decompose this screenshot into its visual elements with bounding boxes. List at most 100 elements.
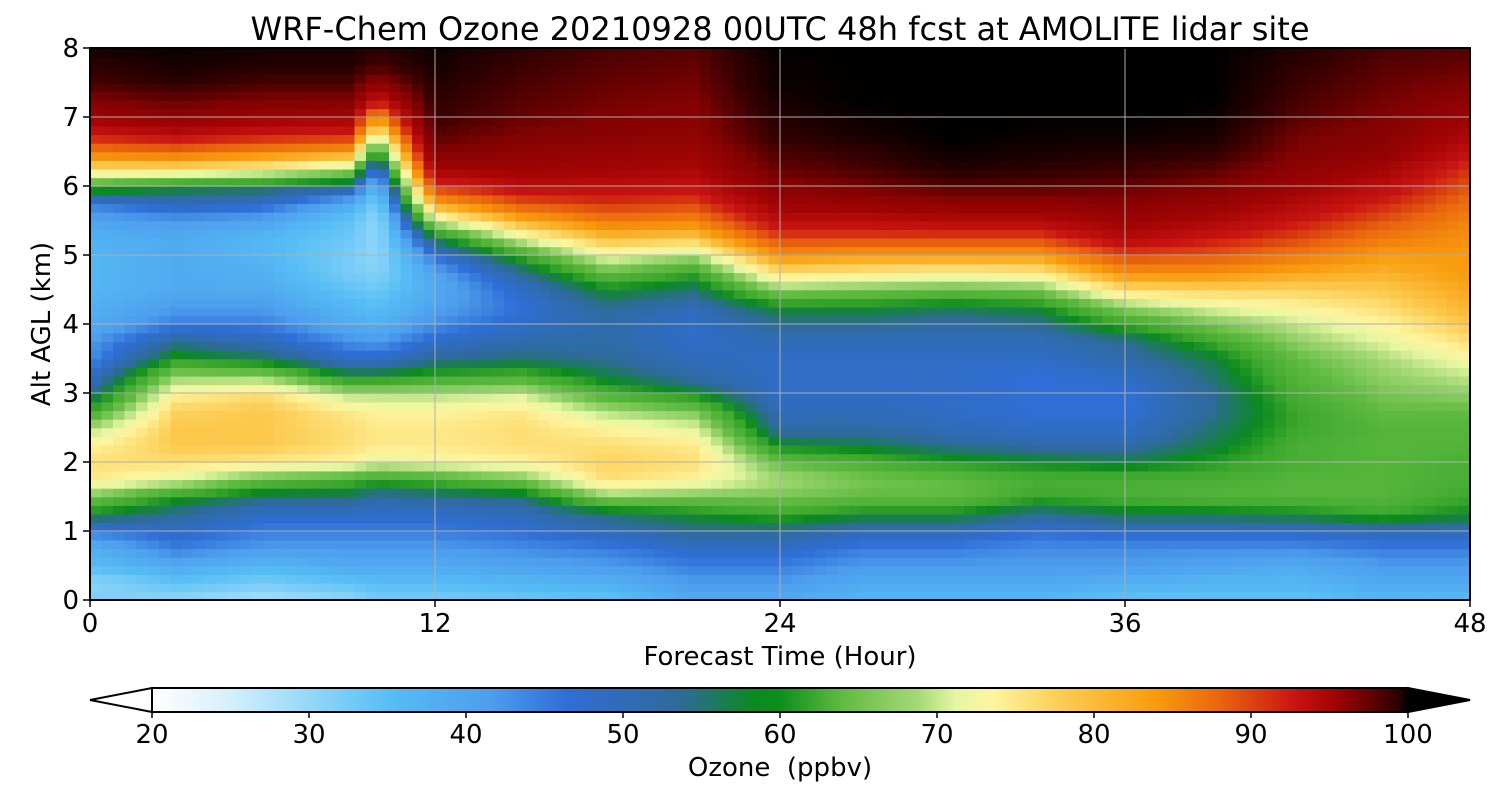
heatmap-cell — [941, 462, 954, 472]
heatmap-cell — [964, 142, 977, 153]
heatmap-cell — [124, 513, 137, 524]
heatmap-cell — [297, 427, 310, 437]
heatmap-cell — [952, 591, 965, 600]
heatmap-cell — [895, 246, 908, 256]
heatmap-cell — [308, 556, 321, 567]
heatmap-cell — [757, 263, 770, 274]
heatmap-cell — [492, 548, 505, 558]
heatmap-cell — [768, 522, 781, 532]
heatmap-cell — [653, 203, 666, 213]
heatmap-cell — [193, 125, 206, 136]
heatmap-cell — [584, 246, 597, 256]
heatmap-cell — [550, 401, 563, 412]
heatmap-cell — [193, 73, 206, 84]
heatmap-cell — [412, 548, 425, 558]
heatmap-cell — [584, 358, 597, 368]
heatmap-cell — [964, 237, 977, 248]
heatmap-cell — [366, 108, 379, 118]
heatmap-cell — [515, 367, 528, 377]
heatmap-cell — [458, 186, 471, 196]
heatmap-cell — [642, 108, 655, 118]
heatmap-cell — [964, 496, 977, 506]
heatmap-cell — [895, 177, 908, 187]
heatmap-cell — [860, 73, 873, 84]
heatmap-cell — [952, 177, 965, 187]
heatmap-cell — [308, 142, 321, 153]
heatmap-cell — [320, 410, 333, 420]
heatmap-cell — [124, 65, 137, 75]
heatmap-cell — [101, 220, 114, 230]
heatmap-cell — [573, 393, 586, 403]
heatmap-cell — [630, 229, 643, 239]
heatmap-cell — [492, 436, 505, 446]
heatmap-cell — [90, 237, 103, 248]
heatmap-cell — [906, 496, 919, 506]
heatmap-cell — [492, 505, 505, 515]
heatmap-cell — [389, 73, 402, 84]
heatmap-cell — [136, 255, 149, 265]
heatmap-cell — [768, 384, 781, 394]
heatmap-cell — [366, 487, 379, 498]
heatmap-cell — [492, 393, 505, 403]
heatmap-cell — [228, 315, 241, 325]
heatmap-cell — [929, 453, 942, 463]
heatmap-cell — [883, 82, 896, 92]
heatmap-cell — [883, 539, 896, 550]
heatmap-cell — [527, 505, 540, 515]
heatmap-cell — [711, 65, 724, 75]
heatmap-cell — [101, 401, 114, 412]
heatmap-cell — [354, 315, 367, 325]
heatmap-cell — [607, 168, 620, 179]
heatmap-cell — [596, 324, 609, 334]
heatmap-cell — [101, 246, 114, 256]
heatmap-cell — [354, 453, 367, 463]
heatmap-cell — [366, 539, 379, 550]
heatmap-cell — [435, 332, 448, 343]
heatmap-cell — [182, 548, 195, 558]
heatmap-cell — [699, 48, 712, 58]
heatmap-cell — [481, 298, 494, 308]
heatmap-cell — [412, 324, 425, 334]
heatmap-cell — [826, 531, 839, 541]
heatmap-cell — [320, 479, 333, 489]
heatmap-cell — [343, 453, 356, 463]
heatmap-cell — [550, 272, 563, 282]
heatmap-cell — [492, 99, 505, 110]
heatmap-cell — [159, 99, 172, 110]
heatmap-cell — [389, 177, 402, 187]
heatmap-cell — [929, 306, 942, 317]
heatmap-cell — [619, 125, 632, 136]
heatmap-cell — [331, 462, 344, 472]
heatmap-cell — [193, 108, 206, 118]
heatmap-cell — [837, 168, 850, 179]
heatmap-cell — [216, 125, 229, 136]
heatmap-cell — [745, 324, 758, 334]
heatmap-cell — [975, 263, 988, 274]
heatmap-cell — [239, 298, 252, 308]
heatmap-cell — [469, 117, 482, 127]
heatmap-cell — [860, 401, 873, 412]
heatmap-cell — [814, 56, 827, 67]
heatmap-cell — [504, 272, 517, 282]
heatmap-cell — [170, 73, 183, 84]
heatmap-cell — [860, 505, 873, 515]
heatmap-cell — [412, 211, 425, 222]
heatmap-cell — [607, 108, 620, 118]
heatmap-cell — [101, 479, 114, 489]
heatmap-cell — [423, 332, 436, 343]
heatmap-cell — [722, 418, 735, 429]
heatmap-cell — [182, 522, 195, 532]
heatmap-cell — [297, 384, 310, 394]
heatmap-cell — [929, 246, 942, 256]
heatmap-cell — [515, 548, 528, 558]
heatmap-cell — [964, 401, 977, 412]
heatmap-cell — [469, 522, 482, 532]
heatmap-cell — [343, 418, 356, 429]
heatmap-cell — [573, 73, 586, 84]
heatmap-cell — [688, 56, 701, 67]
heatmap-cell — [343, 160, 356, 170]
heatmap-cell — [297, 591, 310, 600]
heatmap-cell — [147, 315, 160, 325]
heatmap-cell — [492, 177, 505, 187]
heatmap-cell — [757, 513, 770, 524]
